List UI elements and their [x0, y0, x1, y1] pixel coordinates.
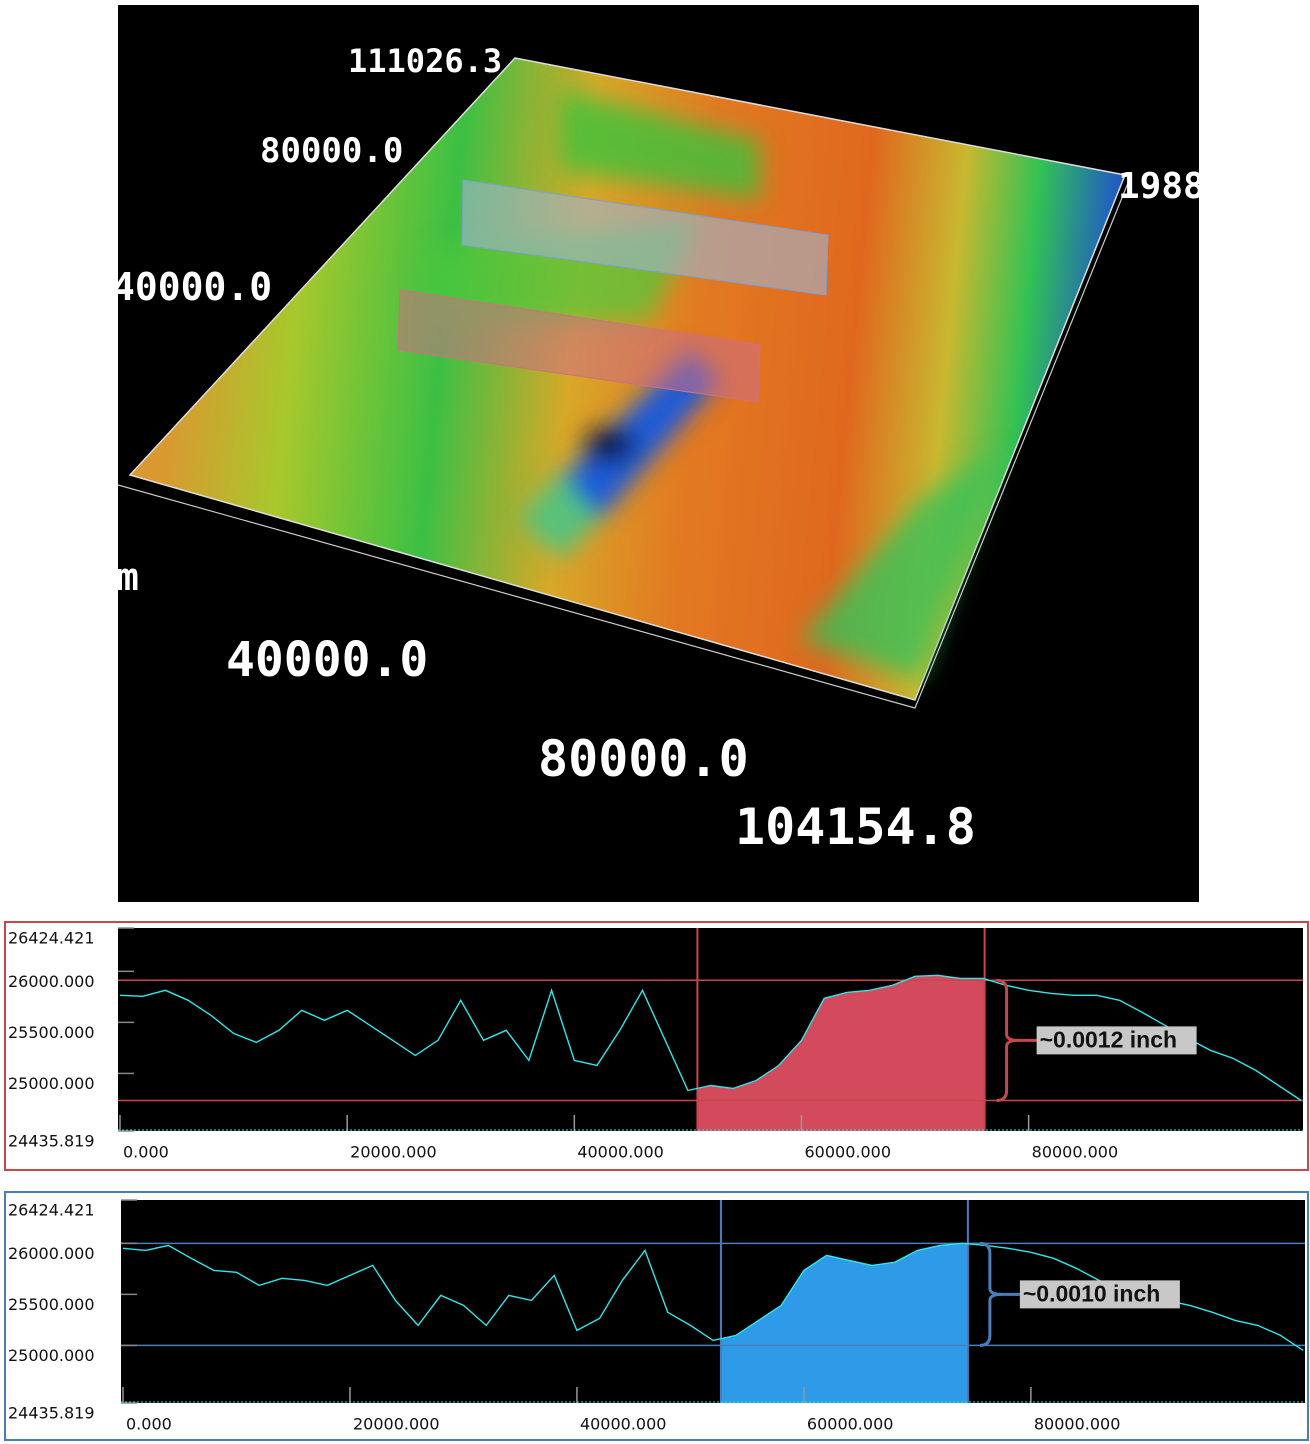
axis-label: 104154.8 [735, 798, 976, 856]
page: 111026.3 80000.0 40000.0 1988 m 40000.0 … [0, 0, 1310, 1444]
x-tick-label: 40000.000 [577, 1143, 664, 1162]
y-tick-label: 25000.000 [8, 1074, 95, 1093]
axis-label: 1988 [1118, 166, 1205, 207]
y-tick-label: 26000.000 [8, 1244, 95, 1263]
profile-chart: 24435.819 25000.000 25500.000 26000.000 2642… [5, 922, 1308, 1170]
y-tick-label: 25500.000 [8, 1295, 95, 1314]
axis-label: 80000.0 [538, 730, 749, 788]
annotation: ~0.0012 inch [1040, 1026, 1177, 1052]
x-tick-label: 80000.000 [1032, 1143, 1119, 1162]
y-tick-label: 24435.819 [8, 1404, 95, 1423]
axis-label: 80000.0 [260, 131, 403, 171]
x-tick-label: 80000.000 [1034, 1415, 1121, 1434]
x-tick-label: 20000.000 [353, 1415, 440, 1434]
axis-label: m [116, 555, 139, 599]
y-tick-label: 26424.421 [8, 1201, 95, 1220]
x-tick-label: 40000.000 [580, 1415, 667, 1434]
x-tick-label: 60000.000 [804, 1143, 891, 1162]
axis-label: 111026.3 [348, 42, 502, 80]
surface-view: 111026.3 80000.0 40000.0 1988 m 40000.0 … [112, 5, 1205, 902]
x-tick-label: 60000.000 [807, 1415, 894, 1434]
y-tick-label: 26424.421 [8, 929, 95, 948]
axis-label: 40000.0 [112, 265, 272, 309]
x-tick-label: 20000.000 [350, 1143, 437, 1162]
y-tick-label: 24435.819 [8, 1132, 95, 1151]
profile-chart: 24435.819 25000.000 25500.000 26000.000 2642… [5, 1192, 1308, 1440]
y-tick-label: 25500.000 [8, 1023, 95, 1042]
axis-label: 40000.0 [226, 632, 428, 688]
y-tick-label: 25000.000 [8, 1346, 95, 1365]
annotation: ~0.0010 inch [1023, 1280, 1160, 1306]
y-tick-label: 26000.000 [8, 972, 95, 991]
x-tick-label: 0.000 [123, 1143, 169, 1162]
x-tick-label: 0.000 [126, 1415, 172, 1434]
